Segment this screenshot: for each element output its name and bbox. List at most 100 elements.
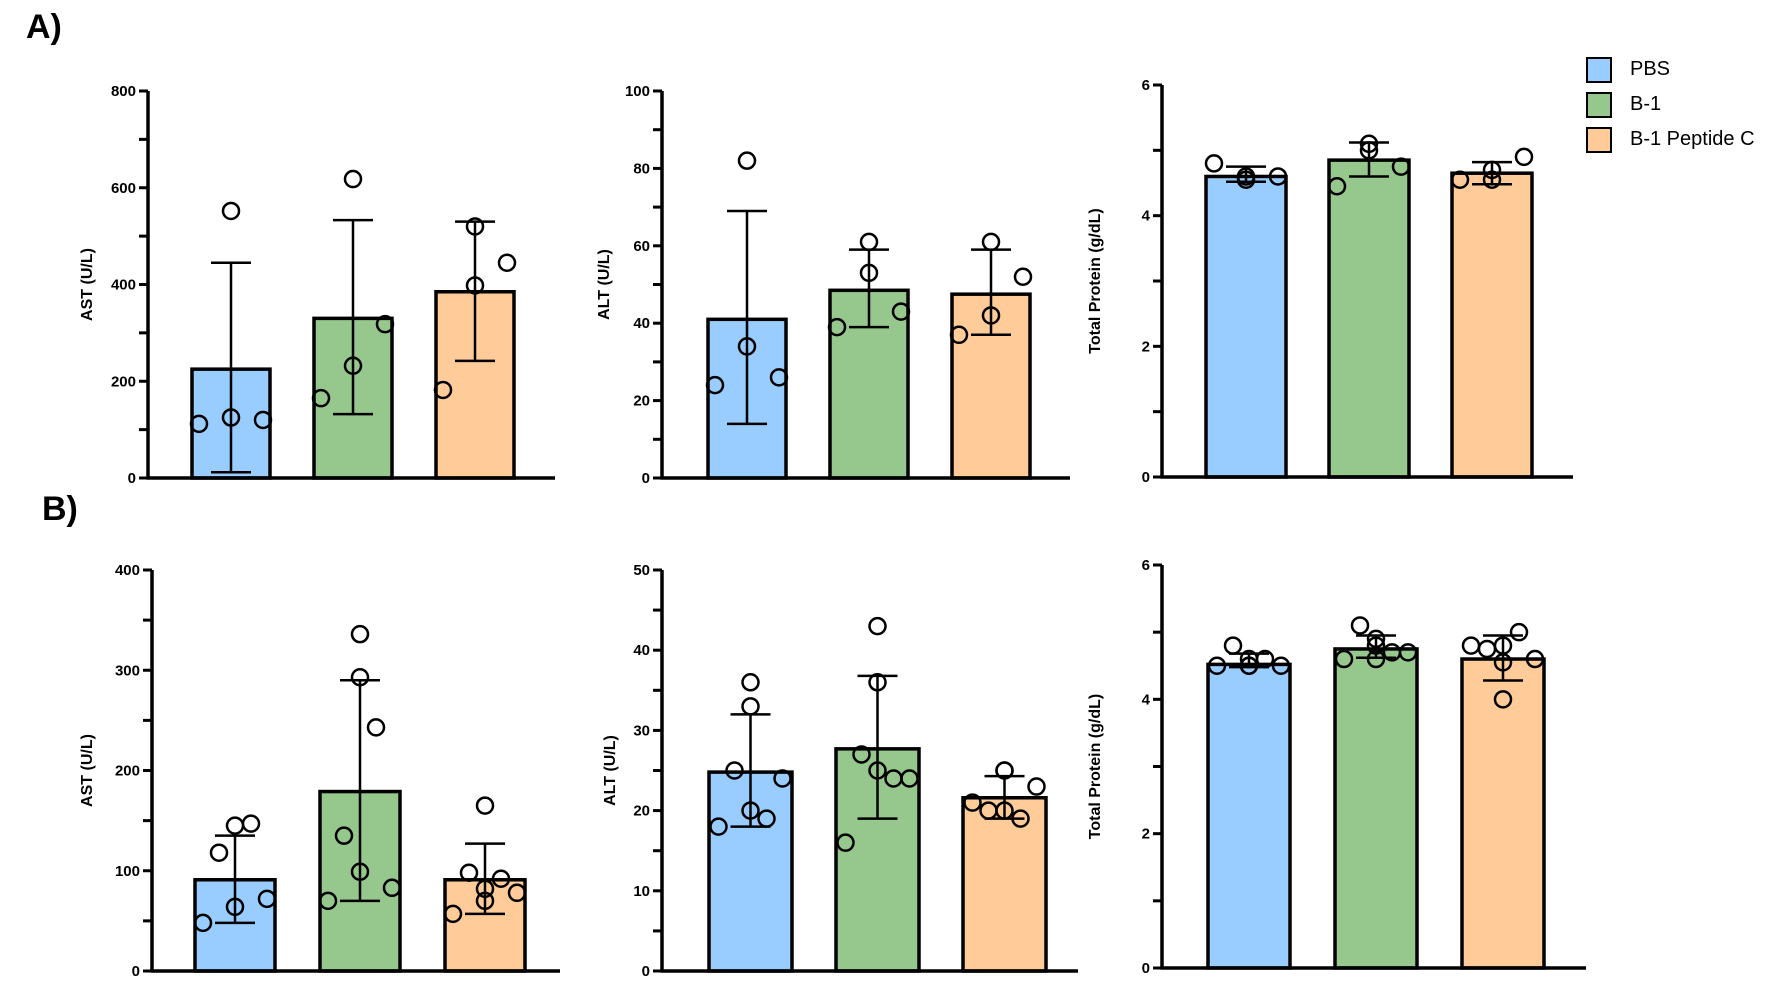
data-point [350,624,370,644]
data-point [253,410,273,430]
data-point [868,761,887,780]
y-tick-label: 0 [642,470,650,487]
y-tick-label: 6 [1142,77,1150,94]
data-point [737,337,757,356]
y-tick-label: 0 [1142,960,1150,977]
data-point [1366,649,1386,669]
legend-swatch [1586,91,1612,118]
data-point [868,673,887,692]
data-point [225,816,245,835]
data-point [709,817,728,836]
legend-label: PBS [1630,58,1671,80]
chart-b-tp: 0 2 4 6 Total Protein (g/dL) [1087,557,1586,977]
data-point [963,793,982,812]
data-point [1461,636,1481,655]
data-point [350,668,370,687]
bar-b-1-peptide-c [1460,657,1546,970]
data-point [1493,636,1513,655]
data-point [949,325,969,345]
data-point [741,801,760,820]
data-point [852,745,871,764]
y-tick-label: 50 [633,562,650,579]
y-tick-label: 0 [132,963,140,980]
data-point [725,761,744,780]
data-point [1482,170,1502,189]
panel-label-a: A) [26,8,62,46]
panel-label-b: B) [42,490,78,528]
data-point [1011,809,1030,828]
y-tick-label: 100 [115,863,140,880]
data-point [773,769,792,788]
y-tick-label: 200 [115,763,140,780]
data-point [1255,649,1275,669]
data-point [507,883,527,903]
legend-swatch [1586,56,1612,83]
y-tick-label: 100 [625,83,650,100]
data-point [497,253,517,272]
data-point [769,368,789,387]
data-point [475,891,495,911]
data-point [311,388,331,408]
y-axis-title: Total Protein (g/dL) [1087,208,1104,353]
data-point [1366,629,1386,649]
data-point [741,673,760,692]
data-point [1359,141,1379,160]
legend-item-pbs: PBS [1586,52,1755,87]
legend-label: B-1 Peptide C [1630,128,1755,150]
y-tick-label: 300 [115,662,140,679]
data-point [1482,160,1502,180]
data-point [995,761,1014,780]
data-point [491,869,511,889]
data-point [1382,643,1402,662]
data-point [189,414,209,434]
data-point [1359,134,1379,154]
y-axis-title: Total Protein (g/dL) [1087,694,1104,839]
y-tick-label: 400 [115,562,140,579]
data-point [1477,639,1497,659]
data-point [1271,656,1291,675]
data-point [859,232,879,252]
data-point [433,380,453,400]
data-point [375,314,395,334]
y-tick-label: 30 [633,722,650,739]
data-point [757,809,776,828]
chart-b-ast: 0 100 200 300 400 AST (U/L) [79,562,560,980]
data-point [343,356,363,376]
y-tick-label: 800 [111,83,136,100]
data-point [221,201,241,221]
data-point [1334,649,1354,669]
y-tick-label: 0 [128,470,136,487]
data-point [1350,616,1370,635]
data-point [995,801,1014,820]
legend-item-b1-peptide-c: B-1 Peptide C [1586,122,1755,157]
y-tick-label: 4 [1142,691,1151,708]
y-axis-title: ALT (U/L) [596,249,613,320]
data-point [705,375,725,395]
data-point [193,913,213,933]
y-axis-title: ALT (U/L) [602,735,619,806]
data-point [334,826,354,845]
data-point [1366,636,1386,655]
y-tick-label: 0 [642,963,650,980]
y-tick-label: 10 [633,883,650,900]
y-tick-label: 80 [633,160,650,177]
data-point [836,833,855,852]
data-point [209,843,229,862]
data-point [1525,649,1545,669]
data-point [741,697,760,716]
data-point [1236,167,1256,186]
legend: PBS B-1 B-1 Peptide C [1586,52,1755,157]
legend-swatch [1586,126,1612,153]
data-point [1493,653,1513,672]
data-point [1391,157,1411,176]
data-point [459,863,479,883]
bar-pbs [1204,174,1288,479]
data-point [981,232,1001,252]
data-point [475,796,495,815]
data-point [1398,643,1418,662]
chart-b-alt: 0 10 20 30 40 50 ALT (U/L) [602,562,1078,980]
y-axis-title: AST (U/L) [79,734,96,807]
data-point [221,408,241,427]
data-point [1239,656,1259,675]
